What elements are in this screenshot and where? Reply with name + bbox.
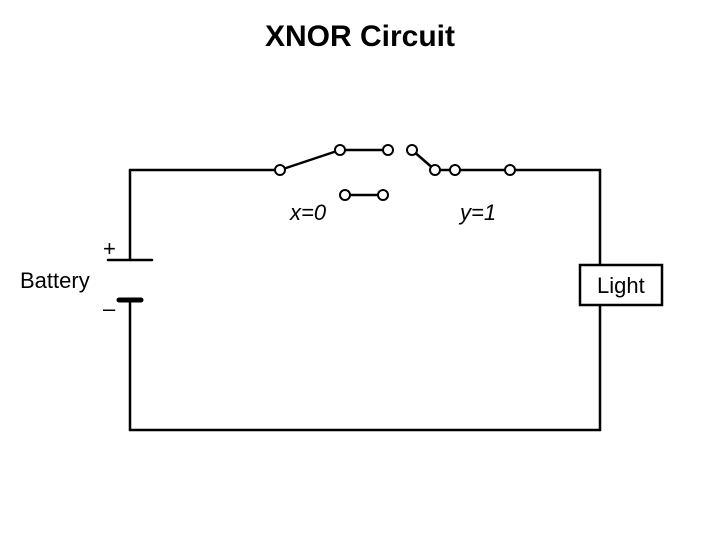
label-battery: Battery: [20, 268, 90, 294]
label-y: y=1: [460, 200, 496, 226]
label-minus: –: [103, 296, 115, 322]
label-x: x=0: [290, 200, 326, 226]
circuit-diagram: [0, 0, 720, 540]
label-light: Light: [597, 273, 645, 299]
label-plus: +: [103, 236, 116, 262]
